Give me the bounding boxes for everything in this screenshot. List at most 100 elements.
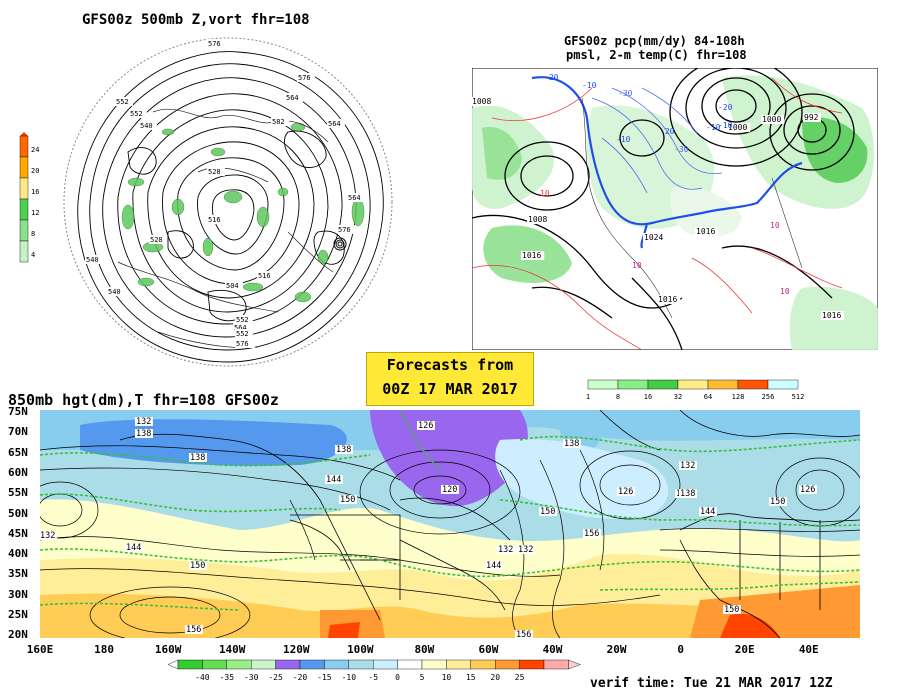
temp-colorbar-swatch [202,659,228,670]
height-label-bg [799,485,817,494]
height-contour-label-bg [233,323,251,332]
temp-colorbar-swatch [421,659,447,670]
height-label: 138 [564,439,579,449]
pressure-label: 1016 [658,295,677,304]
temp-colorbar-swatch [299,659,325,670]
temperature-label: -20 [544,73,559,82]
height-label: 144 [700,507,715,517]
longitude-label: 40W [542,643,563,656]
height-label-bg [679,461,697,470]
pressure-label: 1008 [528,215,547,224]
height-label: 150 [770,497,785,507]
height-contour-label-bg [285,93,303,102]
height-contour-label-bg [129,109,147,118]
temp-colorbar-label: -10 [342,673,357,682]
longitude-label: 0 [677,643,684,656]
height-contour-label-bg [85,255,103,264]
height-label: 120 [442,485,457,495]
longitude-label: 60W [478,643,499,656]
height-contour-label-bg [139,121,157,130]
vort-colorbar-swatch [19,177,29,200]
height-contour-label: 552 [130,110,143,118]
height-label: 138 [680,489,695,499]
precip-colorbar-label: 256 [762,393,775,401]
temp-colorbar-swatch [250,659,276,670]
precip-colorbar-label: 128 [732,393,745,401]
latitude-label: 65N [8,445,28,459]
pressure-label-bg [761,115,785,124]
longitude-label: 40E [798,643,819,656]
height-label-bg [185,625,203,634]
latitude-label: 75N [8,405,28,418]
temperature-label: -30 [618,89,633,98]
latitude-label: 50N [8,506,28,520]
precip-colorbar-swatch [737,379,769,390]
height-label: 144 [126,543,141,553]
precip-colorbar: 1 8 16 32 64 128 256 512 [586,379,805,401]
colorbar-arrow-left [167,659,179,670]
latitude-label: 55N [8,486,28,500]
temp-colorbar-swatch [324,659,349,670]
temperature-label: -20 [660,127,675,136]
low-center-marker [333,237,347,251]
latitude-label: 20N [8,628,28,642]
temp-colorbar-label: -40 [195,673,210,682]
height-label-bg [135,417,153,426]
height-label: 126 [418,421,433,431]
height-label: 150 [340,495,355,505]
pressure-label-bg [803,113,821,122]
height-label: 132 [40,531,55,541]
temperature-label: 10 [632,261,642,270]
height-label-bg [189,453,207,462]
temperature-label: -10 [718,121,733,130]
temperature-label: 10 [540,189,550,198]
height-label-bg [723,605,741,614]
height-label-bg [335,445,353,454]
pressure-label: 1016 [522,251,541,260]
height-contours [40,445,860,638]
height-label-bg [769,497,787,506]
temp-colorbar-label: -30 [244,673,259,682]
height-contour-label-bg [225,281,243,290]
temperature-shading [40,410,860,638]
height-label-bg [325,475,343,484]
precip-title-line1: GFS00z pcp(mm/dy) 84-108h [564,34,745,48]
temperature-label: -30 [674,145,689,154]
height-label: 132 [680,461,695,471]
height-contour-label: 564 [348,194,361,202]
precip-colorbar-label: 512 [792,393,805,401]
temp-colorbar-label: 10 [442,673,452,682]
height-contour-label-bg [297,73,315,82]
height-label-bg [485,561,503,570]
height-contour-label: 582 [272,118,285,126]
height-label-bg [189,561,207,570]
temp-colorbar-swatch [495,659,520,670]
height-label-bg [40,531,57,540]
hgt850-temp-map: 132 138 138 126 138 132 144 150 120 132 126 138 144 1… [40,410,860,638]
height-label: 138 [136,429,151,439]
temp-colorbar-swatch [275,659,301,670]
colorbar-arrow-right [568,659,581,670]
latitude-label: 25N [8,608,28,621]
height-contour-label: 540 [86,256,99,264]
temp-colorbar-swatch [348,659,374,670]
banner-line2: 00Z 17 MAR 2017 [382,380,518,398]
height-label: 150 [724,605,739,615]
pressure-label: 1024 [644,233,663,242]
pressure-label-bg [695,227,719,236]
temp-colorbar-label: 20 [490,673,500,682]
precip-colorbar-swatch [677,379,709,390]
temperature-label: -20 [718,103,733,112]
height-contour-label: 504 [226,282,239,290]
height-label-bg [441,485,459,494]
height-contour-label: 552 [116,98,129,106]
height-label-bg [135,429,153,438]
longitude-label: 160E [26,643,54,656]
cold-isotherms [591,87,723,194]
height-label-bg [699,507,717,516]
temp-colorbar-swatch [470,659,496,670]
height-label: 156 [516,630,531,638]
vorticity-shading [121,122,365,303]
height-label: 150 [540,507,555,517]
vort-colorbar-swatch [19,156,29,179]
